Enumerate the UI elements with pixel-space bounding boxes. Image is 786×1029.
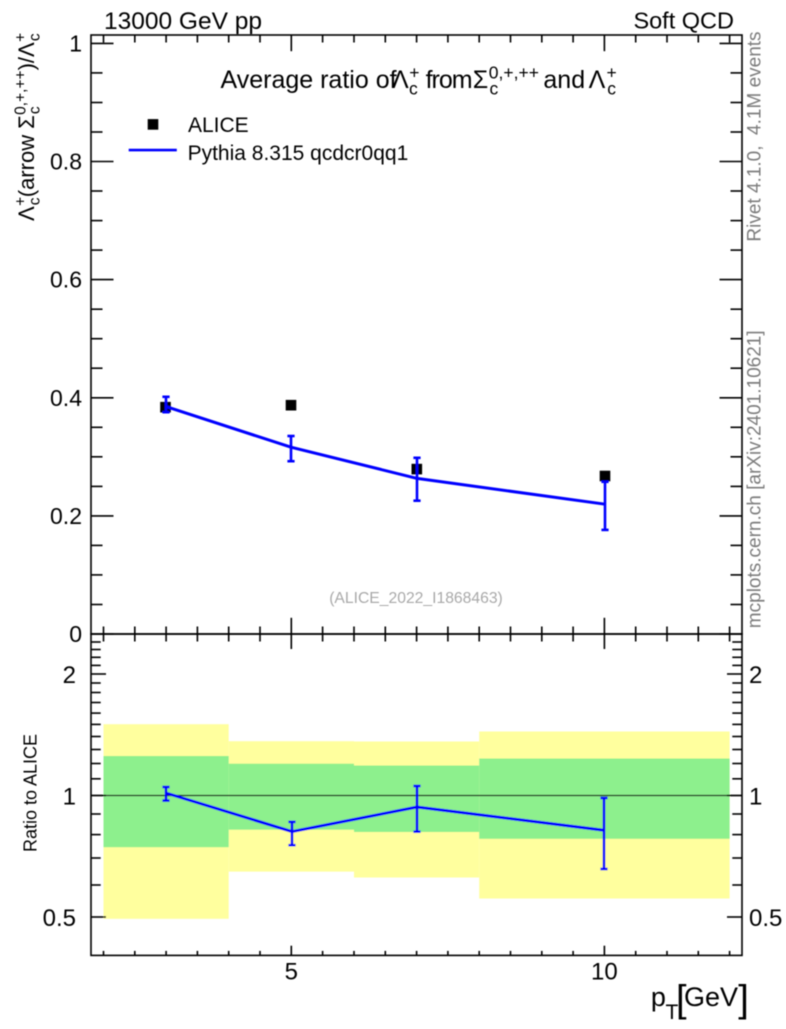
svg-text:Average ratio of: Average ratio of: [221, 66, 397, 94]
svg-text:1: 1: [749, 783, 762, 810]
svg-text:and: and: [543, 66, 585, 94]
svg-text:Σ: Σ: [473, 66, 488, 94]
svg-text:Rivet 4.1.0, 4.1M events: Rivet 4.1.0, 4.1M events: [744, 31, 765, 241]
svg-text:0.5: 0.5: [749, 905, 782, 932]
svg-text:+: +: [13, 33, 30, 42]
svg-text:+: +: [607, 63, 617, 83]
svg-text:2: 2: [63, 662, 76, 689]
svg-text:Pythia 8.315 qcdcr0qq1: Pythia 8.315 qcdcr0qq1: [188, 142, 409, 165]
svg-text:0.4: 0.4: [50, 385, 82, 411]
svg-text:Λ: Λ: [392, 66, 409, 94]
svg-text:mcplots.cern.ch [arXiv:2401.10: mcplots.cern.ch [arXiv:2401.10621]: [744, 330, 765, 628]
svg-text:c: c: [27, 33, 44, 41]
svg-text:1: 1: [63, 783, 76, 810]
svg-text:[: [: [676, 979, 687, 1021]
svg-text:c: c: [409, 79, 418, 99]
svg-text:)/: )/: [14, 56, 39, 70]
svg-text:GeV: GeV: [684, 982, 738, 1012]
svg-text:5: 5: [285, 959, 298, 986]
svg-text:c: c: [27, 197, 44, 205]
svg-text:Λ: Λ: [14, 206, 39, 221]
svg-text:Soft QCD: Soft QCD: [633, 7, 734, 33]
svg-text:0.6: 0.6: [50, 267, 82, 293]
svg-text:Σ: Σ: [14, 115, 39, 129]
svg-text:(arrow: (arrow: [14, 135, 39, 197]
svg-text:13000 GeV pp: 13000 GeV pp: [104, 8, 262, 35]
svg-text:]: ]: [738, 979, 749, 1021]
svg-text:10: 10: [591, 959, 618, 986]
svg-text:c: c: [607, 79, 616, 99]
svg-text:from: from: [426, 66, 472, 94]
svg-text:c: c: [27, 106, 44, 114]
svg-text:Λ: Λ: [589, 66, 606, 94]
svg-text:1: 1: [69, 30, 82, 56]
svg-text:T: T: [666, 1001, 679, 1024]
svg-text:0,+,++: 0,+,++: [13, 70, 30, 114]
svg-text:+: +: [409, 63, 419, 83]
svg-text:0.2: 0.2: [50, 503, 82, 529]
svg-text:p: p: [651, 982, 666, 1012]
svg-text:+: +: [13, 197, 30, 206]
svg-text:ALICE: ALICE: [188, 114, 249, 137]
svg-text:c: c: [490, 79, 499, 99]
svg-text:0,+,++: 0,+,++: [489, 63, 539, 83]
svg-text:2: 2: [749, 662, 762, 689]
svg-text:(ALICE_2022_I1868463): (ALICE_2022_I1868463): [329, 590, 503, 607]
svg-text:0.5: 0.5: [43, 905, 76, 932]
svg-text:0.8: 0.8: [50, 149, 82, 175]
svg-text:Λ: Λ: [14, 42, 39, 57]
svg-text:Ratio to ALICE: Ratio to ALICE: [21, 734, 41, 852]
svg-text:0: 0: [69, 621, 82, 647]
